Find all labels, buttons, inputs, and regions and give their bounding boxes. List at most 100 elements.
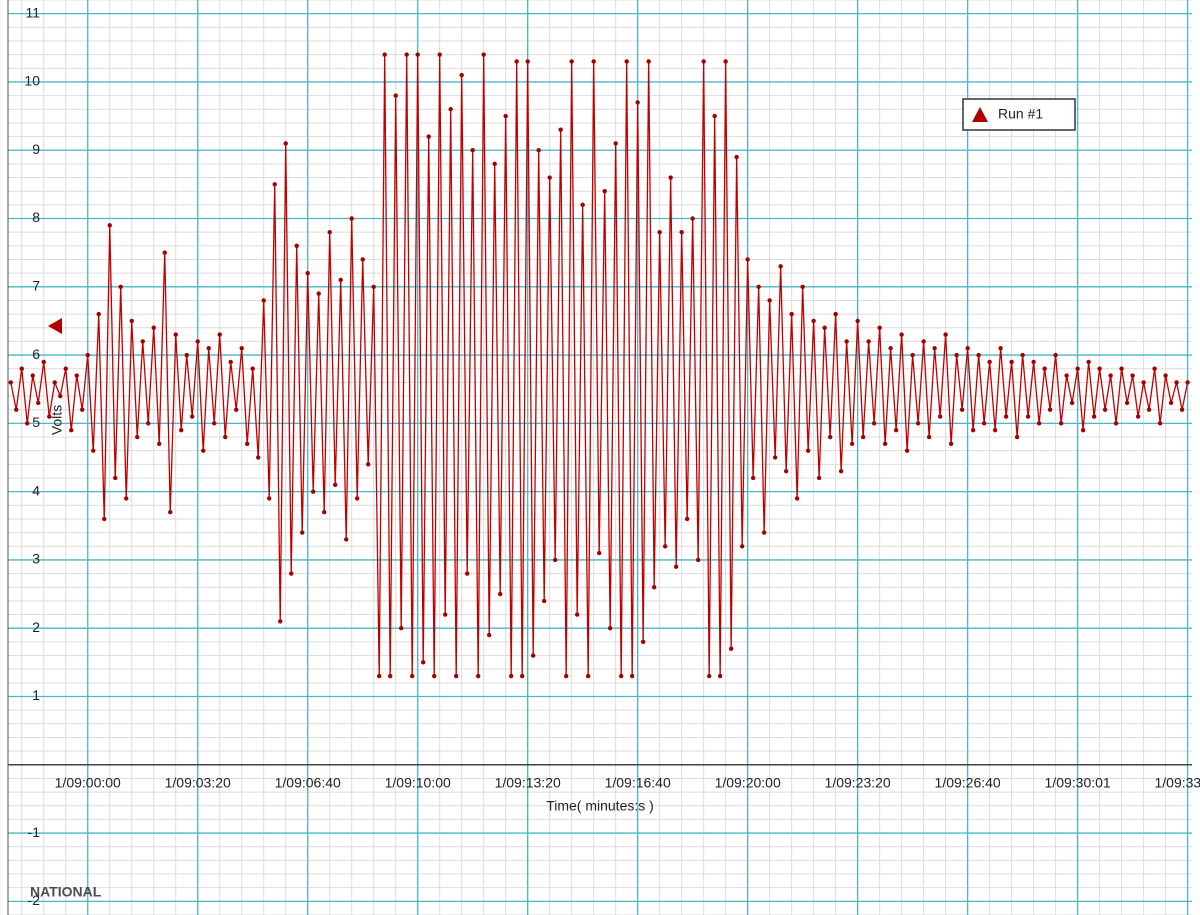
data-point <box>140 339 145 344</box>
data-point <box>585 673 591 679</box>
data-point <box>684 516 690 522</box>
data-point <box>415 52 420 57</box>
data-point <box>63 366 68 371</box>
data-point <box>943 332 948 337</box>
data-point <box>783 468 789 474</box>
data-point <box>937 414 943 419</box>
data-point <box>1080 427 1086 433</box>
data-point <box>294 243 299 249</box>
data-point <box>1075 366 1080 371</box>
y-tick-label: -2 <box>28 892 41 908</box>
data-point <box>234 407 239 412</box>
data-point <box>1141 380 1146 385</box>
data-point <box>1119 366 1124 371</box>
data-point <box>717 673 723 679</box>
data-point <box>1097 366 1102 371</box>
data-point <box>91 448 96 453</box>
data-point <box>756 284 761 289</box>
data-point <box>311 489 316 494</box>
data-point <box>1047 407 1053 412</box>
data-point <box>811 318 816 324</box>
data-point <box>701 59 706 64</box>
data-point <box>970 427 976 433</box>
data-point <box>750 475 756 481</box>
data-point <box>1058 421 1064 426</box>
data-point <box>580 202 585 208</box>
data-point <box>322 509 327 515</box>
data-point <box>673 564 679 569</box>
data-point <box>338 277 343 283</box>
data-point <box>19 366 24 371</box>
data-point <box>767 298 772 303</box>
data-point <box>14 407 19 412</box>
data-point <box>1113 421 1119 426</box>
y-axis-title: Volts <box>49 405 65 435</box>
data-point <box>629 673 635 679</box>
data-point <box>860 434 866 440</box>
data-point <box>1130 373 1135 378</box>
data-point <box>1069 400 1075 406</box>
data-point <box>250 366 255 371</box>
data-point <box>508 673 514 679</box>
data-point <box>442 612 448 617</box>
data-point <box>327 229 332 235</box>
data-point <box>1152 366 1157 371</box>
y-tick-label: 2 <box>32 619 40 635</box>
data-point <box>333 482 338 488</box>
data-point <box>223 434 228 440</box>
data-point <box>530 653 536 658</box>
data-point <box>492 161 497 167</box>
legend: Run #1 <box>962 98 1076 131</box>
data-point <box>607 626 613 631</box>
data-point <box>1157 421 1163 426</box>
x-tick-label: 1/09:20:00 <box>715 775 781 791</box>
data-point <box>1174 380 1179 385</box>
data-point <box>745 257 750 262</box>
data-point <box>948 441 954 447</box>
data-point <box>85 352 90 358</box>
data-point <box>107 223 112 228</box>
data-point <box>926 434 932 440</box>
x-axis-title: Time( minutes:s ) <box>546 798 654 814</box>
data-point <box>453 673 459 679</box>
x-tick-label: 1/09:16:40 <box>605 775 671 791</box>
data-point <box>135 434 140 440</box>
data-point <box>998 346 1003 351</box>
data-point <box>497 591 503 597</box>
data-point <box>1108 373 1113 378</box>
data-point <box>1031 359 1036 365</box>
data-point <box>1168 400 1174 406</box>
data-point <box>1009 359 1014 365</box>
data-point <box>113 475 118 481</box>
data-point <box>1086 359 1091 365</box>
data-point <box>464 571 470 576</box>
data-point <box>245 441 250 447</box>
data-point <box>124 496 129 501</box>
data-point <box>420 660 426 665</box>
data-point <box>486 632 492 638</box>
data-point <box>1042 366 1047 371</box>
data-point <box>932 346 937 351</box>
data-point <box>377 673 382 679</box>
data-point <box>399 626 404 631</box>
data-point <box>596 550 602 556</box>
data-point <box>805 448 811 453</box>
data-point <box>965 346 970 351</box>
data-point <box>695 557 701 563</box>
y-tick-label: 3 <box>32 551 40 567</box>
data-point <box>734 154 739 160</box>
legend-label: Run #1 <box>998 106 1043 122</box>
data-point <box>355 496 360 501</box>
x-tick-label: 1/09:33:20 <box>1155 775 1200 791</box>
data-point <box>591 59 596 64</box>
data-point <box>1025 414 1031 419</box>
data-point <box>212 421 217 426</box>
data-point <box>761 530 767 535</box>
data-point <box>437 52 442 57</box>
data-point <box>239 346 244 351</box>
data-point <box>475 673 481 679</box>
y-tick-label: 8 <box>32 209 40 225</box>
x-tick-label: 1/09:23:20 <box>825 775 891 791</box>
